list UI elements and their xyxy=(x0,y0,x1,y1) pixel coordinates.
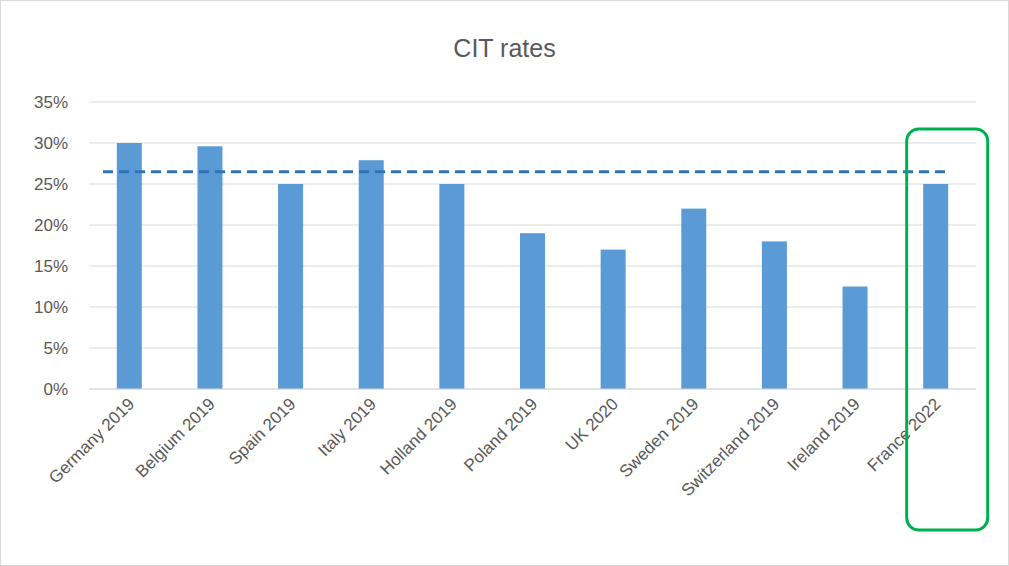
bar xyxy=(762,241,787,389)
x-tick-label: Sweden 2019 xyxy=(616,394,703,481)
bar xyxy=(278,184,303,389)
bar xyxy=(117,143,142,389)
grid xyxy=(89,102,976,389)
chart: CIT rates 0% 5% 10% 15% 20% 25% 30% 35% Germany 2… xyxy=(0,0,1009,566)
x-tick-label: France 2022 xyxy=(864,394,945,475)
bar xyxy=(439,184,464,389)
grid-line xyxy=(89,102,976,103)
title: CIT rates xyxy=(453,34,555,62)
y-tick-label: 30% xyxy=(34,134,68,153)
grid-line xyxy=(89,143,976,144)
y-tick-label: 10% xyxy=(34,298,68,317)
reference-line xyxy=(103,170,948,173)
bar xyxy=(197,146,222,389)
x-tick-label: Italy 2019 xyxy=(314,394,380,460)
y-tick-label: 20% xyxy=(34,216,68,235)
y-tick-label: 25% xyxy=(34,175,68,194)
bar xyxy=(520,233,545,389)
y-tick-label: 0% xyxy=(43,380,68,399)
x-axis-line xyxy=(89,389,976,390)
bar xyxy=(359,160,384,389)
bar xyxy=(923,184,948,389)
x-tick-label: Switzerland 2019 xyxy=(678,394,784,500)
chart-border xyxy=(1,1,1009,566)
x-tick-label: Germany 2019 xyxy=(45,394,138,487)
x-tick-label: UK 2020 xyxy=(562,394,622,454)
bar xyxy=(843,287,868,390)
bar xyxy=(601,250,626,389)
x-tick-label: Spain 2019 xyxy=(225,394,299,468)
x-tick-label: Holland 2019 xyxy=(376,394,460,478)
y-tick-label: 5% xyxy=(43,339,68,358)
x-tick-label: Poland 2019 xyxy=(460,394,541,475)
y-tick-label: 35% xyxy=(34,93,68,112)
bar xyxy=(681,209,706,389)
x-tick-label: Belgium 2019 xyxy=(132,394,219,481)
bars xyxy=(117,143,948,389)
y-tick-label: 15% xyxy=(34,257,68,276)
highlight-box xyxy=(907,129,988,530)
reference-group xyxy=(103,171,948,172)
x-tick-label: Ireland 2019 xyxy=(784,394,864,474)
grid-line xyxy=(89,389,976,390)
